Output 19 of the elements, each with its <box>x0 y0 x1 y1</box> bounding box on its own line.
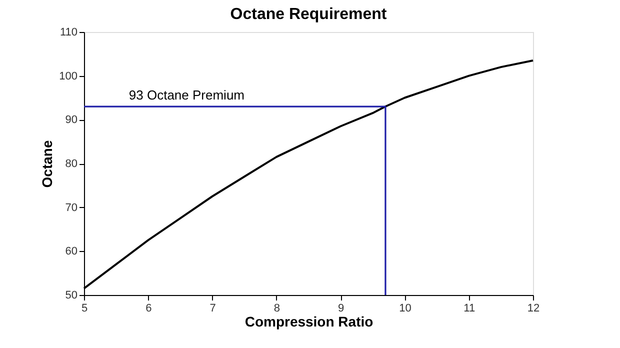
annotation: 93 Octane Premium <box>128 88 245 103</box>
y-tick-label: 80 <box>65 158 78 170</box>
y-tick-label: 60 <box>65 246 78 258</box>
x-axis-title: Compression Ratio <box>244 314 374 330</box>
y-axis-title: Octane <box>39 140 56 188</box>
y-tick-label: 110 <box>60 26 78 38</box>
x-tick-label: 8 <box>274 302 280 314</box>
y-tick-label: 50 <box>65 290 78 302</box>
y-tick-label: 100 <box>59 70 78 82</box>
x-tick-label: 11 <box>464 302 476 314</box>
x-tick-label: 6 <box>146 302 152 314</box>
y-tick-label: 90 <box>65 114 78 126</box>
x-tick-label: 7 <box>210 302 216 314</box>
x-tick-label: 9 <box>338 302 344 314</box>
x-tick-label: 10 <box>399 302 412 314</box>
x-tick-label: 5 <box>81 302 88 314</box>
chart-title: Octane Requirement <box>230 6 388 23</box>
y-tick-label: 70 <box>65 202 78 214</box>
x-tick-label: 12 <box>527 302 540 314</box>
